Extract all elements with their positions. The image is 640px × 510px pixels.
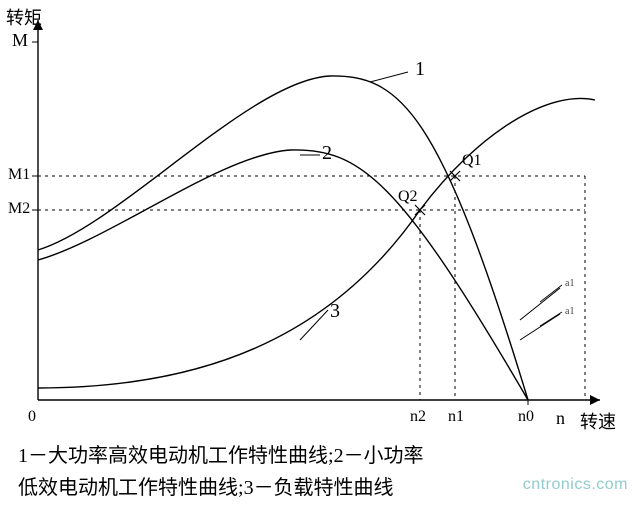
label-Q2: Q2 bbox=[398, 188, 418, 206]
x-axis-title: 转速 bbox=[580, 408, 616, 434]
label-Q1: Q1 bbox=[462, 152, 482, 170]
legend-2-suffix: 低效电动机工作特性曲线; bbox=[18, 477, 244, 499]
curve-3-number: 3 bbox=[330, 300, 340, 323]
watermark: cntronics.com bbox=[523, 476, 628, 494]
curve-2-number: 2 bbox=[322, 142, 332, 165]
legend-1: 1－大功率高效电动机工作特性曲线; bbox=[18, 445, 334, 467]
y-axis-var: M bbox=[12, 30, 28, 51]
legend-3: 3－负载特性曲线 bbox=[244, 477, 394, 499]
y-tick-M1: M1 bbox=[8, 166, 30, 184]
chart-svg bbox=[0, 0, 640, 440]
curve-1-number: 1 bbox=[415, 58, 425, 81]
x-axis-var: n bbox=[556, 408, 565, 429]
x-tick-n0: n0 bbox=[518, 408, 534, 426]
chart-area: 转矩 M n 转速 0 M1 M2 n2 n1 n0 Q1 Q2 1 2 3 a… bbox=[0, 0, 640, 440]
x-tick-n2: n2 bbox=[410, 408, 426, 426]
y-axis-title: 转矩 bbox=[6, 4, 42, 30]
legend: 1－大功率高效电动机工作特性曲线;2－小功率 低效电动机工作特性曲线;3－负载特… bbox=[0, 440, 640, 504]
legend-line-1: 1－大功率高效电动机工作特性曲线;2－小功率 bbox=[18, 440, 640, 472]
x-tick-n1: n1 bbox=[448, 408, 464, 426]
angle-a1-upper: a1 bbox=[565, 278, 574, 289]
y-tick-M2: M2 bbox=[8, 200, 30, 218]
legend-2-prefix: 2－小功率 bbox=[334, 445, 424, 467]
angle-a1-lower: a1 bbox=[565, 306, 574, 317]
origin-label: 0 bbox=[28, 408, 36, 426]
